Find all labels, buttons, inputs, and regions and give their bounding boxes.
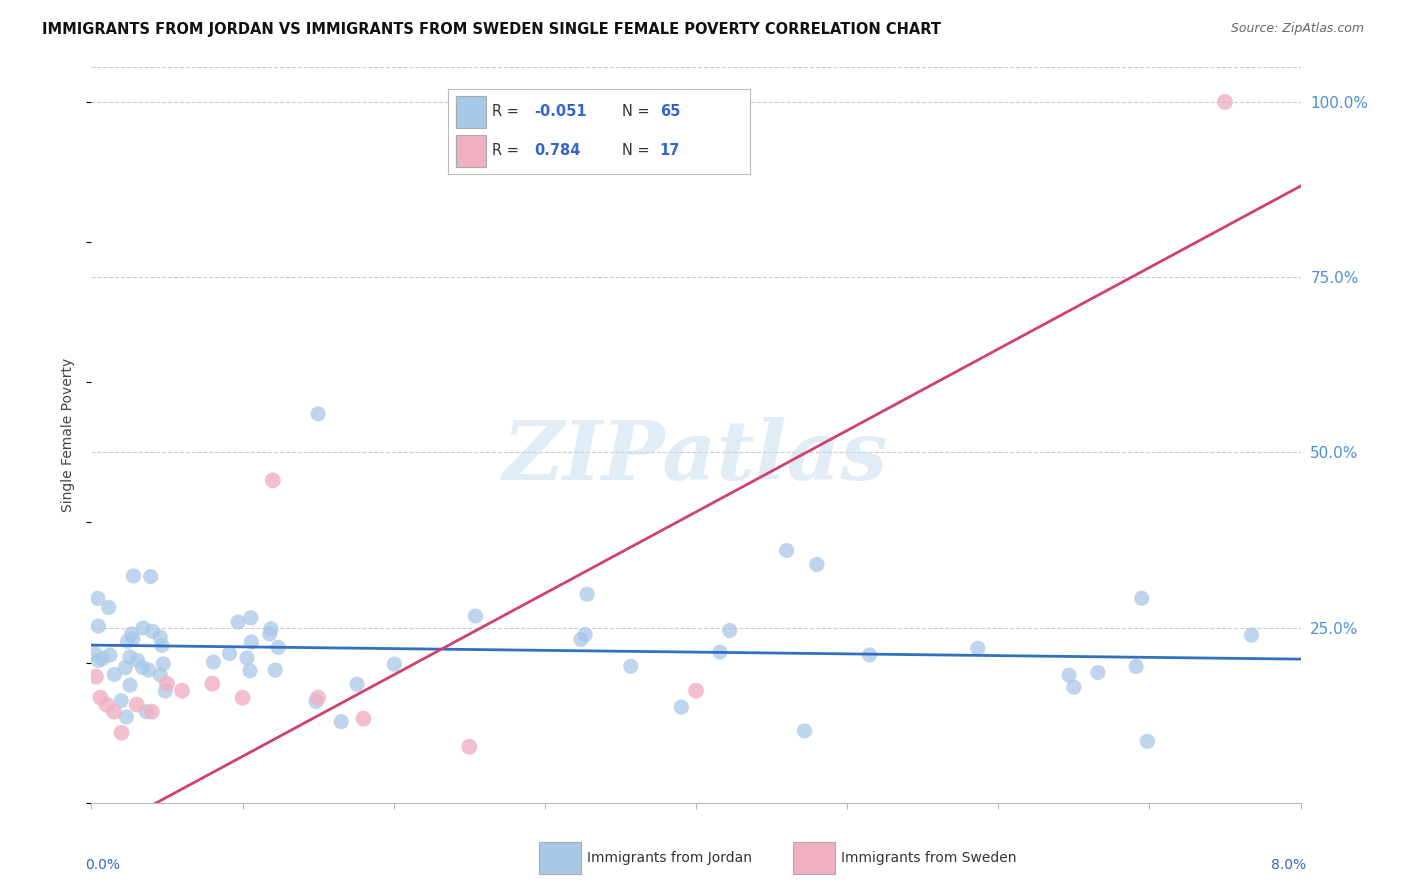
Point <box>201 676 224 690</box>
Point <box>1057 668 1080 682</box>
Point <box>218 647 240 661</box>
Point <box>84 670 107 684</box>
Point <box>382 657 405 671</box>
Point <box>96 698 118 712</box>
Point <box>793 723 815 738</box>
Point <box>259 627 281 641</box>
Point <box>122 569 145 583</box>
Point <box>110 694 132 708</box>
Point <box>202 655 225 669</box>
Point <box>239 611 262 625</box>
Point <box>172 683 194 698</box>
Point <box>352 712 374 726</box>
Point <box>118 649 141 664</box>
Y-axis label: Single Female Poverty: Single Female Poverty <box>62 358 76 512</box>
Point <box>267 640 290 655</box>
Point <box>671 700 693 714</box>
Point <box>115 710 138 724</box>
Point <box>152 657 174 671</box>
Point <box>346 677 368 691</box>
Point <box>226 615 249 629</box>
Text: ZIPatlas: ZIPatlas <box>503 417 889 497</box>
Point <box>156 676 179 690</box>
Point <box>111 725 132 739</box>
Point <box>89 690 111 705</box>
Point <box>91 651 114 665</box>
FancyBboxPatch shape <box>793 842 835 874</box>
Point <box>576 587 599 601</box>
Point <box>966 641 988 656</box>
Point <box>239 664 262 678</box>
Point <box>1240 628 1263 642</box>
Point <box>103 705 125 719</box>
Point <box>141 624 163 639</box>
Point <box>569 632 592 647</box>
Point <box>149 668 172 682</box>
Point <box>236 651 259 665</box>
Point <box>240 635 263 649</box>
FancyBboxPatch shape <box>538 842 581 874</box>
Point <box>231 690 253 705</box>
Point <box>776 543 799 558</box>
Point <box>121 632 143 646</box>
Point <box>307 690 329 705</box>
Point <box>121 627 143 641</box>
Point <box>131 660 153 674</box>
Point <box>87 591 110 606</box>
Point <box>1125 659 1147 673</box>
Point <box>1063 680 1085 694</box>
Text: Source: ZipAtlas.com: Source: ZipAtlas.com <box>1230 22 1364 36</box>
Point <box>858 648 880 662</box>
Point <box>150 639 173 653</box>
Point <box>307 407 329 421</box>
Point <box>685 683 707 698</box>
Point <box>125 698 148 712</box>
Point <box>139 569 162 583</box>
Point <box>330 714 353 729</box>
Point <box>260 622 283 636</box>
Point <box>262 474 284 488</box>
Point <box>117 634 139 648</box>
Point <box>155 684 177 698</box>
Point <box>127 653 149 667</box>
Point <box>806 558 828 572</box>
Point <box>1087 665 1109 680</box>
Point <box>718 624 741 638</box>
Point <box>620 659 643 673</box>
Point <box>87 619 110 633</box>
Point <box>97 600 120 615</box>
Point <box>138 663 160 677</box>
Text: Immigrants from Sweden: Immigrants from Sweden <box>841 851 1017 865</box>
Point <box>458 739 481 754</box>
Point <box>98 648 121 662</box>
Point <box>709 645 731 659</box>
Point <box>1136 734 1159 748</box>
Point <box>132 621 155 635</box>
Text: Immigrants from Jordan: Immigrants from Jordan <box>588 851 752 865</box>
Point <box>135 705 157 719</box>
Point <box>118 678 141 692</box>
Point <box>305 694 328 708</box>
Point <box>264 663 287 677</box>
Point <box>83 647 105 661</box>
Text: IMMIGRANTS FROM JORDAN VS IMMIGRANTS FROM SWEDEN SINGLE FEMALE POVERTY CORRELATI: IMMIGRANTS FROM JORDAN VS IMMIGRANTS FRO… <box>42 22 941 37</box>
Text: 0.0%: 0.0% <box>86 858 121 872</box>
Point <box>1213 95 1236 109</box>
Point <box>141 705 163 719</box>
Point <box>574 627 596 641</box>
Point <box>103 667 125 681</box>
Point <box>464 609 486 624</box>
Point <box>87 654 110 668</box>
Point <box>1130 591 1153 606</box>
Point <box>114 660 136 674</box>
Text: 8.0%: 8.0% <box>1271 858 1306 872</box>
Point <box>149 630 172 644</box>
